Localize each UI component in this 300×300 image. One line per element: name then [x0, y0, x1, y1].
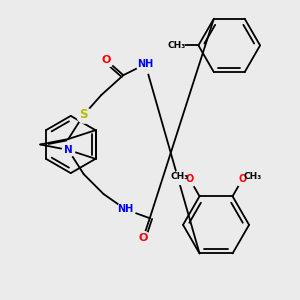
Text: CH₃: CH₃	[167, 41, 185, 50]
Text: O: O	[238, 174, 247, 184]
Text: NH: NH	[137, 59, 154, 69]
Text: N: N	[64, 145, 73, 155]
Text: CH₃: CH₃	[171, 172, 189, 182]
Text: O: O	[101, 55, 110, 65]
Text: NH: NH	[117, 204, 134, 214]
Text: CH₃: CH₃	[243, 172, 262, 182]
Text: O: O	[185, 174, 194, 184]
Text: O: O	[139, 233, 148, 243]
Text: S: S	[80, 108, 88, 121]
